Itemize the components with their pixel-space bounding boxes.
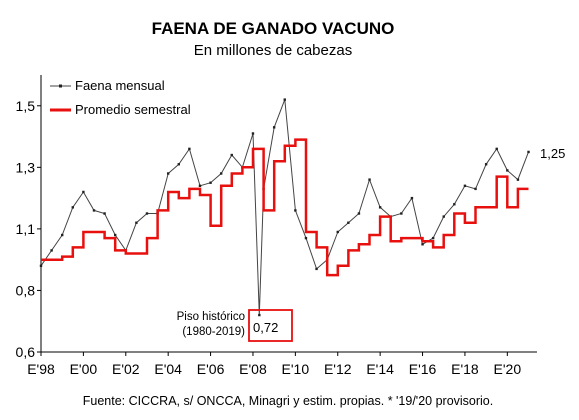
x-tick-label: E'00 bbox=[70, 361, 98, 377]
monthly-point bbox=[39, 264, 43, 268]
monthly-point bbox=[400, 212, 403, 215]
monthly-point bbox=[527, 150, 530, 154]
monthly-point bbox=[294, 209, 297, 212]
monthly-point bbox=[230, 153, 233, 157]
legend-label-faena-mensual: Faena mensual bbox=[75, 78, 165, 93]
monthly-point bbox=[60, 233, 64, 237]
monthly-point bbox=[336, 230, 339, 234]
monthly-point bbox=[188, 147, 191, 151]
y-tick-label: 1,1 bbox=[16, 221, 36, 237]
x-tick-label: E'12 bbox=[324, 361, 352, 377]
monthly-point bbox=[198, 184, 202, 187]
monthly-point bbox=[113, 233, 117, 237]
monthly-point bbox=[315, 267, 318, 271]
y-tick-label: 1,5 bbox=[16, 98, 36, 114]
monthly-point bbox=[145, 212, 149, 215]
monthly-point bbox=[495, 147, 498, 151]
record-low-label-line1: Piso histórico bbox=[177, 311, 245, 323]
monthly-point bbox=[484, 163, 488, 166]
monthly-point bbox=[442, 215, 445, 218]
monthly-point bbox=[219, 172, 223, 175]
record-low-box bbox=[248, 309, 293, 342]
series-line-promedio-semestral bbox=[41, 138, 529, 277]
monthly-point bbox=[71, 206, 74, 209]
y-tick-label: 0,6 bbox=[16, 344, 36, 360]
monthly-point bbox=[304, 236, 308, 240]
monthly-point bbox=[283, 98, 286, 101]
monthly-point bbox=[410, 196, 414, 200]
x-tick-label: E'06 bbox=[197, 361, 225, 377]
series-line-faena-mensual bbox=[40, 99, 529, 316]
last-value-label: 1,25 bbox=[540, 146, 565, 161]
monthly-point bbox=[347, 221, 350, 224]
monthly-point bbox=[258, 313, 261, 317]
chart-title: FAENA DE GANADO VACUNO bbox=[152, 19, 395, 38]
chart-subtitle: En millones de cabezas bbox=[194, 42, 352, 59]
monthly-point bbox=[368, 178, 371, 181]
monthly-point bbox=[357, 212, 361, 215]
monthly-point bbox=[251, 132, 255, 135]
record-low-value: 0,72 bbox=[253, 320, 278, 335]
monthly-point bbox=[209, 181, 212, 184]
monthly-point bbox=[103, 212, 106, 215]
monthly-point bbox=[453, 203, 456, 206]
record-low-label-line2: (1980-2019) bbox=[182, 326, 245, 338]
monthly-point bbox=[177, 163, 180, 166]
chart-axes bbox=[40, 75, 537, 353]
monthly-point bbox=[378, 206, 382, 209]
record-low-annotation: Piso histórico (1980-2019) 0,72 bbox=[177, 309, 293, 342]
monthly-point bbox=[506, 169, 509, 172]
monthly-point bbox=[516, 178, 520, 181]
legend-marker-faena-mensual bbox=[59, 84, 62, 88]
source-note: Fuente: CICCRA, s/ ONCCA, Minagri y esti… bbox=[83, 394, 493, 408]
monthly-point bbox=[82, 190, 85, 194]
legend-label-promedio-semestral: Promedio semestral bbox=[75, 102, 191, 117]
x-tick-label: E'10 bbox=[282, 361, 310, 377]
x-tick-label: E'04 bbox=[154, 361, 182, 377]
y-tick-label: 0,8 bbox=[16, 282, 36, 298]
x-tick-label: E'16 bbox=[409, 361, 437, 377]
y-tick-label: 1,3 bbox=[16, 159, 36, 175]
monthly-point bbox=[135, 221, 138, 224]
monthly-point bbox=[431, 236, 435, 240]
x-tick-label: E'14 bbox=[366, 361, 394, 377]
monthly-point bbox=[166, 172, 170, 175]
monthly-point bbox=[272, 126, 276, 129]
monthly-point bbox=[463, 184, 467, 187]
x-tick-label: E'18 bbox=[451, 361, 479, 377]
monthly-point bbox=[474, 187, 477, 191]
x-tick-label: E'98 bbox=[27, 361, 55, 377]
monthly-point bbox=[50, 249, 53, 252]
monthly-point bbox=[92, 209, 96, 212]
monthly-point bbox=[421, 243, 424, 246]
x-tick-label: E'02 bbox=[112, 361, 140, 377]
x-tick-label: E'08 bbox=[239, 361, 267, 377]
legend: Faena mensual Promedio semestral bbox=[50, 78, 191, 117]
x-tick-label: E'20 bbox=[494, 361, 522, 377]
